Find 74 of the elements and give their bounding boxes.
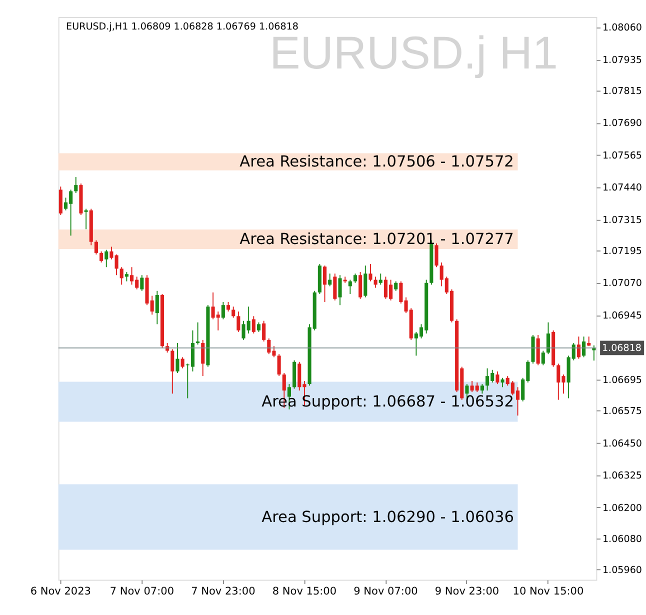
candlestick xyxy=(546,322,550,355)
y-tick-label: 1.05960 xyxy=(602,564,642,576)
candlestick xyxy=(496,370,500,385)
x-tick-label: 7 Nov 23:00 xyxy=(191,586,256,598)
x-tick-label: 10 Nov 15:00 xyxy=(512,586,584,598)
candlestick xyxy=(338,274,342,306)
y-tick-label: 1.07565 xyxy=(602,150,642,162)
candlestick xyxy=(262,320,266,342)
candlestick xyxy=(348,279,352,294)
ref-line-label: 1.06818 xyxy=(602,342,642,354)
band-label: Area Resistance: 1.07506 - 1.07572 xyxy=(240,152,514,171)
candlestick xyxy=(196,322,200,346)
y-tick-label: 1.06200 xyxy=(602,502,642,514)
candlestick xyxy=(358,272,362,300)
candlestick xyxy=(232,306,236,318)
y-tick-label: 1.07815 xyxy=(602,86,642,97)
candlestick xyxy=(587,336,591,347)
y-tick-label: 1.06450 xyxy=(602,438,642,450)
candlestick xyxy=(333,273,337,301)
candlestick xyxy=(374,276,378,288)
candlestick xyxy=(378,273,382,286)
x-tick-label: 6 Nov 2023 xyxy=(30,586,91,598)
y-tick-label: 1.06945 xyxy=(602,310,642,322)
x-tick-label: 9 Nov 23:00 xyxy=(434,586,500,598)
candlestick xyxy=(322,265,327,302)
candlestick xyxy=(74,176,78,194)
candlestick xyxy=(176,342,180,374)
candlestick xyxy=(541,350,545,366)
candlestick xyxy=(221,302,225,320)
y-tick-label: 1.06080 xyxy=(602,534,642,545)
candlestick xyxy=(120,266,124,286)
candlestick xyxy=(434,242,438,268)
candlestick xyxy=(277,354,281,377)
candlestick xyxy=(110,246,114,260)
candlestick xyxy=(399,280,403,304)
x-tick-label: 8 Nov 15:00 xyxy=(272,586,337,598)
y-tick-label: 1.07935 xyxy=(602,54,642,66)
candlestick xyxy=(114,254,118,276)
y-tick-label: 1.07315 xyxy=(602,214,642,226)
candlestick xyxy=(328,273,332,287)
candlestick xyxy=(500,377,504,388)
x-tick-label: 7 Nov 07:00 xyxy=(110,586,174,598)
y-tick-label: 1.07690 xyxy=(602,118,642,130)
y-tick-label: 1.06325 xyxy=(602,470,642,482)
candlestick xyxy=(180,356,184,369)
candlestick xyxy=(353,273,358,284)
candlestick xyxy=(104,249,108,268)
band-label: Area Support: 1.06290 - 1.06036 xyxy=(262,508,514,526)
candlestick xyxy=(394,280,398,292)
candlestick xyxy=(58,186,62,216)
candlestick xyxy=(100,250,104,263)
candlestick xyxy=(256,322,261,332)
y-tick-label: 1.06575 xyxy=(602,406,642,418)
candlestick xyxy=(480,384,484,394)
candlestick xyxy=(170,348,174,394)
candlestick xyxy=(236,311,240,332)
x-tick-label: 9 Nov 07:00 xyxy=(354,586,418,598)
y-tick-label: 1.07440 xyxy=(602,182,642,194)
candlestick xyxy=(368,264,372,282)
y-tick-label: 1.07195 xyxy=(602,246,642,257)
y-tick-label: 1.08060 xyxy=(602,22,642,34)
candlestick xyxy=(226,302,230,312)
candlestick xyxy=(124,272,128,282)
candlestick xyxy=(140,274,144,292)
candlestick xyxy=(155,290,159,325)
candlestick xyxy=(364,265,368,298)
candlestick xyxy=(582,336,586,358)
candlestick xyxy=(201,339,205,377)
candlestick xyxy=(84,208,88,230)
y-tick-label: 1.07070 xyxy=(602,278,642,290)
candlestick xyxy=(94,240,98,255)
band-label: Area Resistance: 1.07201 - 1.07277 xyxy=(240,230,514,248)
candlestick xyxy=(252,316,256,334)
y-tick-label: 1.06695 xyxy=(602,375,642,386)
